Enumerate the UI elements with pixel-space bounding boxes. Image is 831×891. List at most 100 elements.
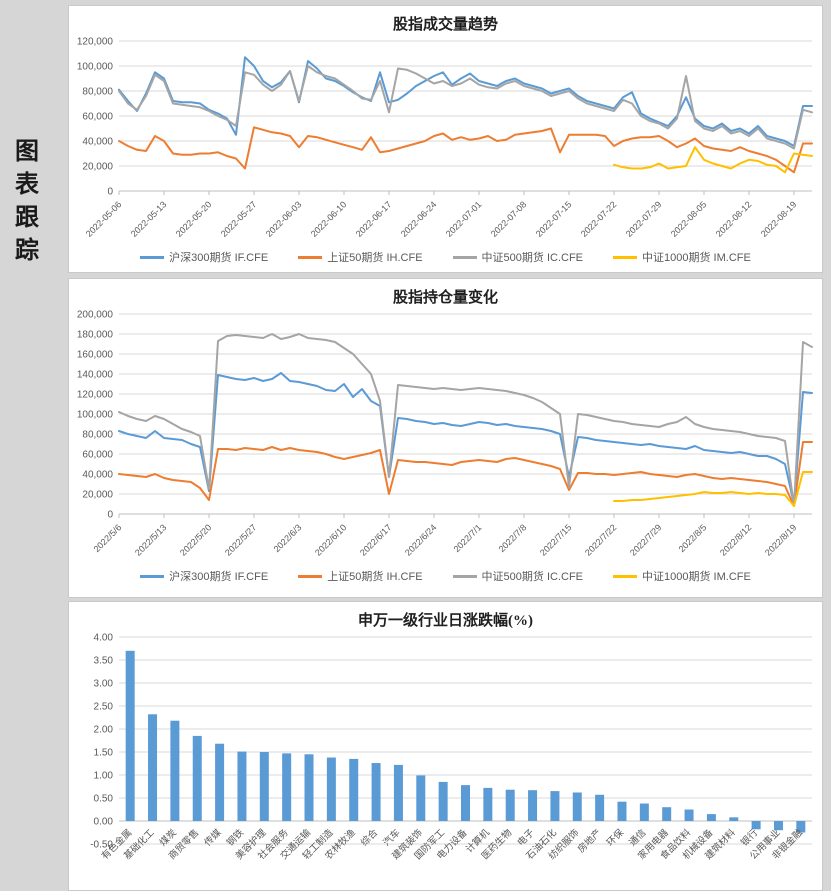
x-tick-label: 2022-05-27 bbox=[219, 199, 259, 239]
x-tick-label: 2022/6/10 bbox=[313, 522, 348, 557]
y-tick-label: 0.00 bbox=[94, 817, 114, 828]
legend-item: 上证50期货 IH.CFE bbox=[298, 568, 423, 584]
x-tick-label: 2022-06-24 bbox=[399, 199, 439, 239]
series-line-中证500期货 IC.CFE bbox=[118, 65, 813, 150]
x-axis-labels: 2022/5/6 2022/5/13 2022/5/20 2022/5/27 2022/… bbox=[92, 514, 798, 558]
legend-label: 上证50期货 IH.CFE bbox=[327, 571, 423, 583]
gridlines bbox=[119, 40, 812, 192]
x-tick-label: 2022/8/12 bbox=[718, 522, 753, 557]
x-category-label: 环保 bbox=[604, 826, 626, 848]
y-tick-label: 1.00 bbox=[94, 771, 114, 782]
y-tick-label: 1.50 bbox=[94, 748, 114, 759]
x-tick-label: 2022-08-05 bbox=[669, 199, 709, 239]
bar-家用电器 bbox=[662, 807, 672, 821]
bar-计算机 bbox=[483, 787, 493, 821]
x-tick-label: 2022/6/24 bbox=[403, 522, 438, 557]
y-tick-label: 0 bbox=[107, 187, 113, 198]
bar-交通运输 bbox=[304, 754, 314, 821]
legend-label: 沪深300期货 IF.CFE bbox=[169, 252, 269, 264]
legend-line-swatch bbox=[140, 574, 165, 578]
bar-食品饮料 bbox=[684, 809, 694, 821]
bar-非银金融 bbox=[796, 821, 806, 833]
legend-item: 上证50期货 IH.CFE bbox=[298, 249, 423, 265]
industry-change-bar-chart: 4.00 3.50 3.00 2.50 2.00 1.50 1.00 0.50 0.00 -0.5… bbox=[90, 633, 812, 862]
legend-item: 沪深300期货 IF.CFE bbox=[140, 249, 268, 265]
y-tick-label: 180,000 bbox=[77, 330, 114, 341]
bar-银行 bbox=[751, 821, 761, 830]
industry-change-title: 申万一级行业日涨跌幅(%) bbox=[358, 613, 533, 629]
x-tick-label: 2022/6/3 bbox=[272, 522, 304, 554]
bar-美容护理 bbox=[259, 752, 269, 821]
bar-传媒 bbox=[215, 743, 225, 821]
bar-建筑装饰 bbox=[416, 775, 426, 821]
y-tick-label: 40,000 bbox=[82, 137, 113, 148]
x-tick-label: 2022-05-13 bbox=[129, 199, 169, 239]
bar-汽车 bbox=[393, 764, 403, 821]
series-line-沪深300期货 IF.CFE bbox=[118, 56, 813, 147]
legend-item: 沪深300期货 IF.CFE bbox=[140, 568, 268, 584]
x-tick-label: 2022-06-17 bbox=[354, 199, 394, 239]
sidebar-title: 图表跟踪 bbox=[15, 139, 39, 264]
bar-有色金属 bbox=[125, 650, 135, 821]
bar-电子 bbox=[528, 790, 538, 821]
legend-line-swatch bbox=[298, 574, 323, 578]
x-tick-label: 2022-08-12 bbox=[714, 199, 754, 239]
industry-change-panel: 申万一级行业日涨跌幅(%) 4.00 3.50 3.00 2.50 2.00 1.50 1.… bbox=[68, 601, 823, 891]
bar-国防军工 bbox=[438, 781, 448, 821]
series-line-上证50期货 IH.CFE bbox=[118, 441, 813, 507]
open-interest-panel: 股指持仓量变化 0 20,000 40,000 60,000 80,000 100,000… bbox=[68, 278, 823, 598]
x-tick-label: 2022/8/19 bbox=[763, 522, 798, 557]
bar-环保 bbox=[617, 801, 627, 821]
bar-通信 bbox=[639, 803, 649, 821]
x-tick-label: 2022/7/22 bbox=[583, 522, 618, 557]
y-tick-label: 80,000 bbox=[82, 87, 113, 98]
legend-label: 中证1000期货 IM.CFE bbox=[642, 571, 751, 583]
x-tick-label: 2022/8/5 bbox=[677, 522, 709, 554]
volume-trend-legend: 沪深300期货 IF.CFE 上证50期货 IH.CFE 中证500期货 IC.CF… bbox=[69, 245, 822, 269]
series-line-中证1000期货 IM.CFE bbox=[613, 471, 813, 507]
legend-line-swatch bbox=[613, 255, 638, 259]
bar-电力设备 bbox=[461, 785, 470, 821]
x-tick-label: 2022/5/6 bbox=[92, 522, 124, 554]
bar-房地产 bbox=[595, 794, 605, 821]
x-tick-label: 2022-07-08 bbox=[489, 199, 529, 239]
series-line-中证1000期货 IM.CFE bbox=[613, 146, 813, 174]
volume-trend-panel: 股指成交量趋势 0 20,000 40,000 60,000 80,000 100,000… bbox=[68, 5, 823, 273]
bar-农林牧渔 bbox=[349, 758, 359, 821]
legend-label: 沪深300期货 IF.CFE bbox=[169, 571, 269, 583]
bar-医药生物 bbox=[505, 789, 515, 821]
y-tick-label: 2.00 bbox=[94, 725, 114, 736]
open-interest-title: 股指持仓量变化 bbox=[392, 290, 498, 306]
x-tick-label: 2022-06-10 bbox=[309, 199, 349, 239]
y-tick-label: 120,000 bbox=[77, 37, 114, 48]
volume-trend-title: 股指成交量趋势 bbox=[392, 17, 498, 33]
y-tick-label: -0.50 bbox=[90, 840, 113, 851]
bar-机械设备 bbox=[706, 814, 716, 821]
legend-item: 中证500期货 IC.CFE bbox=[452, 568, 583, 584]
y-tick-label: 200,000 bbox=[77, 310, 114, 321]
bar-基础化工 bbox=[148, 714, 158, 821]
bar-社会服务 bbox=[282, 753, 292, 821]
y-tick-label: 40,000 bbox=[82, 470, 113, 481]
y-tick-label: 80,000 bbox=[82, 430, 113, 441]
bar-钢铁 bbox=[237, 751, 247, 821]
legend-label: 中证500期货 IC.CFE bbox=[481, 252, 584, 264]
x-tick-label: 2022-07-22 bbox=[579, 199, 619, 239]
legend-line-swatch bbox=[298, 255, 323, 259]
bar-轻工制造 bbox=[326, 757, 336, 821]
x-tick-label: 2022/5/13 bbox=[133, 522, 168, 557]
bar-建筑材料 bbox=[729, 817, 739, 821]
x-tick-label: 2022/7/29 bbox=[628, 522, 663, 557]
y-tick-label: 0.50 bbox=[94, 794, 114, 805]
y-tick-label: 100,000 bbox=[77, 62, 114, 73]
bar-综合 bbox=[371, 763, 381, 821]
legend-item: 中证1000期货 IM.CFE bbox=[613, 568, 751, 584]
x-tick-label: 2022-06-03 bbox=[264, 199, 304, 239]
legend-item: 中证500期货 IC.CFE bbox=[452, 249, 584, 265]
y-tick-label: 140,000 bbox=[77, 370, 114, 381]
x-tick-label: 2022/5/20 bbox=[178, 522, 213, 557]
legend-line-swatch bbox=[452, 255, 477, 259]
y-tick-label: 120,000 bbox=[77, 390, 114, 401]
x-tick-label: 2022-07-15 bbox=[534, 199, 574, 239]
